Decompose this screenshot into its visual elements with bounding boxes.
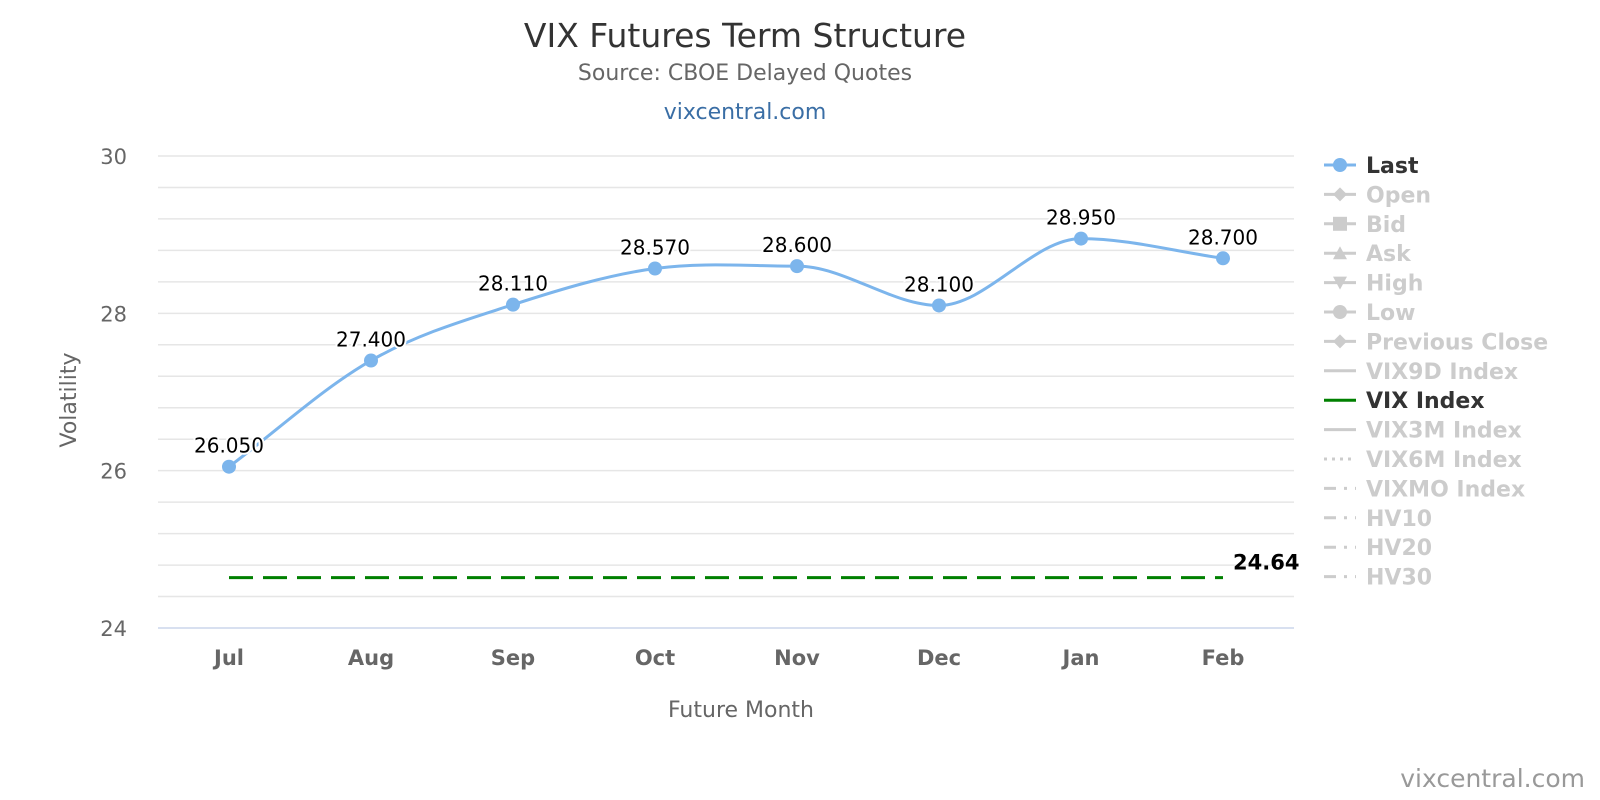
legend-label: VIX3M Index	[1366, 419, 1522, 444]
chart-title: VIX Futures Term Structure	[524, 16, 966, 55]
legend-marker-symbol	[1333, 187, 1347, 202]
last-data-label: 26.050	[194, 434, 264, 458]
last-data-label: 28.600	[762, 233, 832, 257]
legend-label: Open	[1366, 183, 1431, 208]
legend-item-hv20[interactable]: HV20	[1324, 536, 1432, 561]
legend-item-high[interactable]: High	[1324, 272, 1423, 297]
grid-lines	[158, 155, 1294, 629]
legend: Last Open Bid Ask High Low Previous Close VIX9D…	[1324, 154, 1548, 591]
last-data-point[interactable]	[506, 297, 520, 312]
y-tick-label: 24	[100, 617, 127, 641]
last-data-point[interactable]	[648, 261, 662, 276]
legend-item-hv10[interactable]: HV10	[1324, 507, 1432, 532]
credits-link[interactable]: vixcentral.com	[1400, 764, 1585, 793]
last-data-point[interactable]	[364, 353, 378, 368]
x-tick-label: Dec	[917, 646, 961, 670]
last-data-label: 28.110	[478, 272, 548, 296]
y-axis: 24 26 28 30	[100, 145, 127, 641]
legend-label: HV30	[1366, 566, 1432, 591]
series-plot-area: 24.64 26.050 27.400 28.110 28.570 28.600 28.10…	[192, 204, 1299, 580]
last-data-label: 28.950	[1046, 206, 1116, 230]
legend-item-hv30[interactable]: HV30	[1324, 566, 1432, 591]
site-link[interactable]: vixcentral.com	[664, 100, 827, 125]
legend-label: Last	[1366, 154, 1419, 179]
last-data-point[interactable]	[790, 259, 804, 274]
legend-label: VIX6M Index	[1366, 448, 1522, 473]
legend-item-open[interactable]: Open	[1324, 183, 1431, 208]
legend-item-low[interactable]: Low	[1324, 301, 1415, 326]
last-data-label: 28.100	[904, 272, 974, 296]
legend-label: High	[1366, 272, 1423, 297]
legend-marker-symbol	[1333, 276, 1347, 290]
x-tick-label: Jul	[212, 646, 244, 670]
legend-label: Ask	[1366, 242, 1412, 267]
legend-marker-symbol	[1333, 305, 1347, 319]
x-tick-label: Nov	[774, 646, 820, 670]
legend-item-vix9d-index[interactable]: VIX9D Index	[1324, 360, 1518, 385]
last-data-point[interactable]	[932, 298, 946, 313]
legend-label: VIX9D Index	[1366, 360, 1518, 385]
last-data-label: 27.400	[336, 328, 406, 352]
legend-label: VIXMO Index	[1366, 477, 1525, 502]
legend-label: Bid	[1366, 213, 1406, 238]
x-tick-label: Sep	[491, 646, 535, 670]
y-axis-title: Volatility	[57, 352, 82, 447]
legend-label: HV20	[1366, 536, 1432, 561]
last-data-label: 28.700	[1188, 225, 1258, 249]
legend-item-vix-index[interactable]: VIX Index	[1324, 389, 1485, 414]
legend-item-ask[interactable]: Ask	[1324, 242, 1412, 267]
legend-item-bid[interactable]: Bid	[1324, 213, 1406, 238]
last-data-point[interactable]	[1074, 231, 1088, 246]
legend-label: HV10	[1366, 507, 1432, 532]
last-series-line	[228, 237, 1224, 468]
legend-item-vix6m-index[interactable]: VIX6M Index	[1324, 448, 1522, 473]
legend-label: Low	[1366, 301, 1415, 326]
chart-subtitle: Source: CBOE Delayed Quotes	[578, 61, 912, 86]
legend-marker-symbol	[1333, 216, 1347, 231]
x-axis-title: Future Month	[668, 698, 814, 723]
legend-marker-symbol	[1333, 246, 1347, 260]
x-tick-label: Aug	[348, 646, 394, 670]
y-tick-label: 26	[100, 460, 127, 484]
legend-item-vix3m-index[interactable]: VIX3M Index	[1324, 419, 1522, 444]
x-axis: Jul Aug Sep Oct Nov Dec Jan Feb	[212, 646, 1244, 670]
x-tick-label: Jan	[1061, 646, 1100, 670]
y-tick-label: 30	[100, 145, 127, 169]
last-data-point[interactable]	[222, 459, 236, 474]
legend-label: Previous Close	[1366, 330, 1548, 355]
x-tick-label: Feb	[1202, 646, 1245, 670]
y-tick-label: 28	[100, 302, 127, 326]
legend-item-last[interactable]: Last	[1324, 154, 1419, 179]
legend-label: VIX Index	[1366, 389, 1485, 414]
legend-item-vixmo-index[interactable]: VIXMO Index	[1324, 477, 1525, 502]
legend-item-previous-close[interactable]: Previous Close	[1324, 330, 1548, 355]
x-tick-label: Oct	[635, 646, 675, 670]
legend-marker-symbol	[1333, 158, 1347, 172]
legend-marker-symbol	[1333, 334, 1347, 349]
last-data-point[interactable]	[1216, 251, 1230, 266]
last-data-label: 28.570	[620, 235, 690, 259]
vix-index-data-label: 24.64	[1233, 551, 1299, 575]
